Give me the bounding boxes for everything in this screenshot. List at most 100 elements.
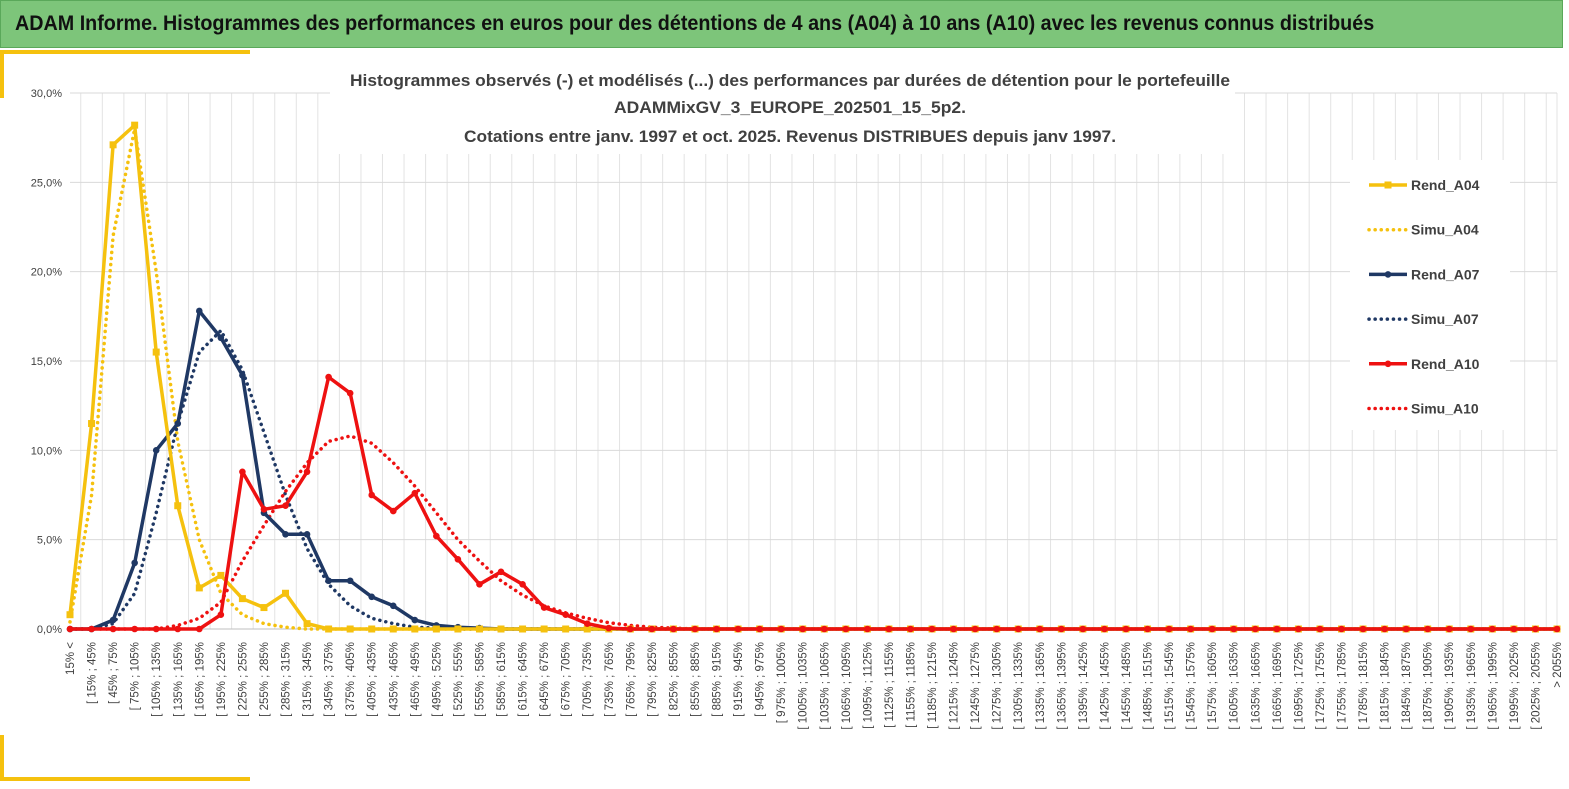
x-tick-label: [ 1395% ; 1425% xyxy=(1078,642,1090,730)
x-tick-label: [ 885% ; 915% xyxy=(712,642,724,717)
legend-swatch-marker xyxy=(1384,181,1392,189)
data-point-marker xyxy=(131,559,138,567)
data-point-marker xyxy=(993,625,1000,633)
data-point-marker xyxy=(303,468,311,476)
data-point-marker xyxy=(131,121,139,129)
data-point-marker xyxy=(1295,625,1302,633)
x-tick-label: [ 555% ; 585% xyxy=(474,642,486,717)
data-point-marker xyxy=(109,141,117,149)
data-point-marker xyxy=(109,625,117,633)
x-tick-label: [ 1935% ; 1965% xyxy=(1466,642,1478,730)
x-tick-label: [ 1665% ; 1695% xyxy=(1272,642,1284,730)
x-tick-label: [ 1515% ; 1545% xyxy=(1164,642,1176,730)
x-tick-label: 15% < xyxy=(65,642,77,675)
legend-item-rend-a07: Rend_A07 xyxy=(1369,266,1480,282)
data-point-marker xyxy=(66,625,74,633)
x-tick-label: [ 1125% ; 1155% xyxy=(884,642,896,728)
data-point-marker xyxy=(1058,625,1065,633)
x-tick-label: [ 615% ; 645% xyxy=(518,642,530,717)
data-point-marker xyxy=(1122,625,1130,633)
data-point-marker xyxy=(562,625,570,633)
data-point-marker xyxy=(950,625,957,633)
data-point-marker xyxy=(519,625,527,633)
corner-accent-bottom-horizontal xyxy=(0,777,250,781)
y-axis: 0,0% 5,0% 10,0% 15,0% 20,0% 25,0% 30,0% xyxy=(31,88,62,636)
data-point-marker xyxy=(346,625,354,633)
data-point-marker xyxy=(88,420,96,428)
data-point-marker xyxy=(1553,625,1561,633)
x-tick-label: [ 1905% ; 1935% xyxy=(1444,642,1456,730)
data-point-marker xyxy=(476,581,483,588)
x-tick-label: [ 45% ; 75% xyxy=(108,642,120,704)
x-tick-label: [ 435% ; 465% xyxy=(388,642,400,717)
data-point-marker xyxy=(562,611,569,619)
data-point-marker xyxy=(1359,625,1367,633)
legend-item-simu-a10: Simu_A10 xyxy=(1367,401,1479,417)
series-dotted-line xyxy=(68,126,1559,631)
data-point-marker xyxy=(691,625,699,633)
data-point-marker xyxy=(540,604,548,611)
x-tick-label: [ 165% ; 195% xyxy=(194,642,206,717)
corner-accent-top-vertical xyxy=(0,50,4,98)
chart-title-line-1: Histogrammes observés (-) et modélisés (… xyxy=(350,71,1230,90)
y-tick-label: 25,0% xyxy=(31,177,62,189)
legend-item-rend-a04: Rend_A04 xyxy=(1369,177,1480,193)
corner-accent-top-horizontal xyxy=(0,50,250,54)
x-tick-label: [ 105% ; 135% xyxy=(151,642,163,717)
data-point-marker xyxy=(475,625,483,633)
x-tick-label: [ 795% ; 825% xyxy=(647,642,659,717)
series-line xyxy=(70,375,1557,631)
data-point-marker xyxy=(1532,625,1539,633)
x-tick-label: [ 135% ; 165% xyxy=(173,642,185,717)
data-point-marker xyxy=(1144,625,1151,633)
x-tick-label: [ 945% ; 975% xyxy=(755,642,767,717)
data-point-marker xyxy=(174,625,182,633)
x-tick-label: [ 1335% ; 1365% xyxy=(1035,642,1047,730)
x-tick-label: [ 1875% ; 1905% xyxy=(1423,642,1435,730)
data-point-marker xyxy=(432,625,440,633)
data-point-marker xyxy=(325,373,332,381)
data-point-marker xyxy=(109,616,117,624)
data-point-marker xyxy=(389,625,397,633)
data-point-marker xyxy=(131,625,138,633)
data-point-marker xyxy=(303,620,311,628)
data-point-marker xyxy=(217,611,225,619)
data-point-marker xyxy=(627,625,634,633)
x-tick-label: [ 195% ; 225% xyxy=(216,642,228,717)
x-tick-label: [ 1635% ; 1665% xyxy=(1250,642,1262,730)
data-point-marker xyxy=(497,625,505,633)
x-tick-label: [ 1965% ; 1995% xyxy=(1487,642,1499,730)
x-tick-label: [ 1995% ; 2025% xyxy=(1509,642,1521,730)
data-point-marker xyxy=(325,577,332,585)
x-tick-label: [ 1035% ; 1065% xyxy=(819,642,831,730)
data-point-marker xyxy=(88,625,95,633)
y-tick-label: 10,0% xyxy=(31,445,62,457)
data-point-marker xyxy=(368,491,376,499)
data-point-marker xyxy=(1424,625,1431,633)
data-point-marker xyxy=(799,625,807,633)
x-tick-label: [ 465% ; 495% xyxy=(410,642,422,717)
data-point-marker xyxy=(303,531,311,538)
x-tick-label: [ 525% ; 555% xyxy=(453,642,465,717)
x-tick-label: [ 1305% ; 1335% xyxy=(1013,642,1025,730)
data-point-marker xyxy=(389,602,397,610)
x-tick-label: [ 405% ; 435% xyxy=(367,642,379,717)
data-point-marker xyxy=(389,507,397,515)
x-tick-label: [ 1815% ; 1845% xyxy=(1380,642,1392,730)
data-point-marker xyxy=(325,625,333,633)
chart-title-line-3: Cotations entre janv. 1997 et oct. 2025.… xyxy=(464,127,1116,146)
data-point-marker xyxy=(411,489,419,497)
chart-title-line-2: ADAMMixGV_3_EUROPE_202501_15_5p2. xyxy=(614,98,966,117)
data-point-marker xyxy=(260,505,268,513)
x-tick-label: [ 1785% ; 1815% xyxy=(1358,642,1370,730)
data-point-marker xyxy=(260,604,268,612)
data-point-marker xyxy=(152,625,160,633)
x-tick-label: [ 1755% ; 1785% xyxy=(1336,642,1348,730)
x-tick-label: [ 75% ; 105% xyxy=(130,642,142,710)
data-point-marker xyxy=(1445,625,1453,633)
data-point-marker xyxy=(1402,625,1410,633)
data-point-marker xyxy=(670,625,677,633)
legend-label: Rend_A07 xyxy=(1411,266,1480,282)
data-point-marker xyxy=(1338,625,1345,633)
data-point-marker xyxy=(605,624,613,632)
